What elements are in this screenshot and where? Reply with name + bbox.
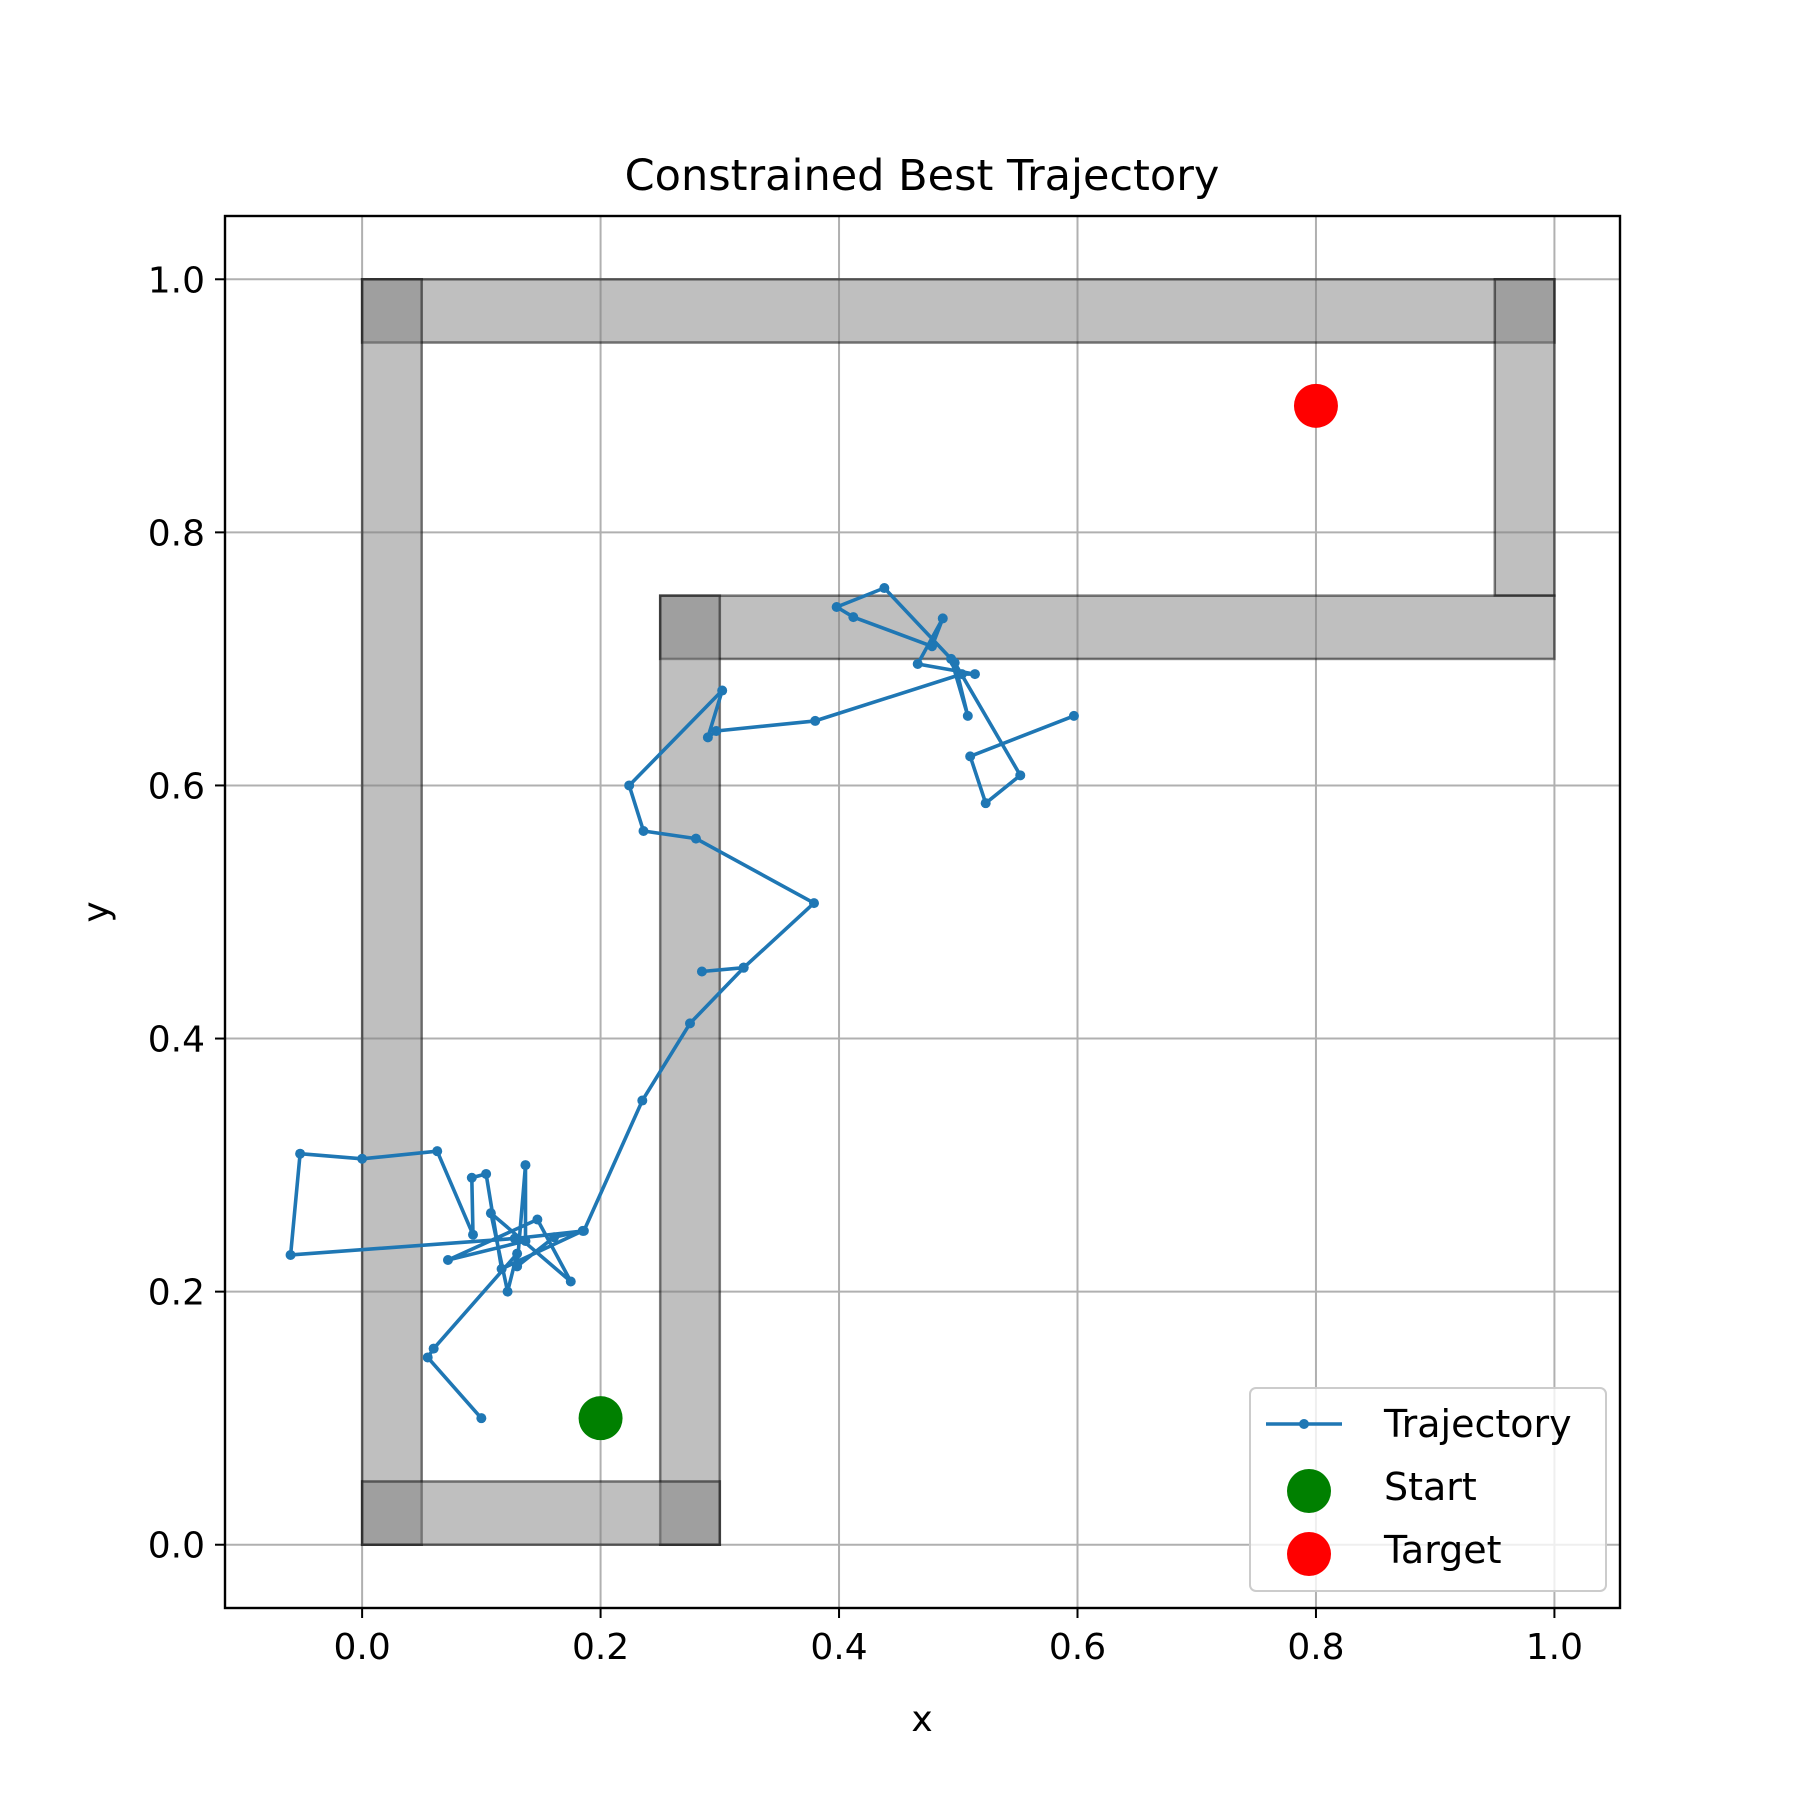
trajectory-point-36: [810, 715, 821, 726]
trajectory-point-6: [565, 1276, 576, 1287]
x-axis-label: x: [911, 1699, 932, 1740]
trajectory-point-21: [285, 1249, 296, 1260]
trajectory-point-11: [512, 1261, 523, 1272]
trajectory-point-17: [468, 1229, 478, 1240]
wall-5: [360, 1480, 722, 1546]
legend-start-label: Start: [1384, 1465, 1477, 1509]
trajectory-point-15: [481, 1168, 492, 1179]
legend: Trajectory Start Target: [1249, 1387, 1607, 1592]
trajectory-point-35: [711, 726, 722, 737]
trajectory-point-9: [520, 1236, 531, 1247]
x-tick-label-1: 0.2: [572, 1627, 629, 1668]
trajectory-point-10: [520, 1160, 531, 1171]
trajectory-point-0: [476, 1413, 487, 1424]
plot-frame: [223, 214, 1622, 1610]
legend-box: [1249, 1387, 1607, 1592]
trajectory-point-47: [949, 657, 960, 668]
trajectory-point-38: [969, 669, 980, 680]
legend-trajectory-label: Trajectory: [1383, 1402, 1572, 1446]
trajectory-point-50: [965, 751, 976, 762]
chart-title: Constrained Best Trajectory: [625, 151, 1220, 201]
trajectory-point-23: [578, 1225, 589, 1236]
trajectory-point-8: [442, 1255, 453, 1265]
trajectory-point-19: [357, 1153, 368, 1164]
target-point: [1293, 383, 1338, 428]
trajectory-point-32: [624, 780, 635, 791]
trajectory-point-5: [485, 1208, 496, 1219]
trajectory-point-43: [831, 602, 842, 613]
legend-target-label: Target: [1383, 1528, 1502, 1572]
x-tick-label-0: 0.0: [333, 1627, 390, 1668]
trajectory-point-24: [637, 1095, 648, 1106]
trajectory-point-40: [937, 613, 948, 624]
x-tick-label-3: 0.6: [1049, 1627, 1106, 1668]
trajectory-point-28: [738, 962, 749, 973]
trajectory-point-48: [1015, 770, 1026, 781]
x-tick-label-4: 0.8: [1287, 1627, 1344, 1668]
legend-target-marker: [1287, 1532, 1331, 1576]
trajectory-point-25: [685, 1018, 695, 1029]
trajectory-point-44: [879, 583, 890, 594]
y-axis-label: y: [76, 901, 117, 922]
trajectory-point-1: [422, 1352, 433, 1363]
trajectory-point-42: [848, 612, 859, 623]
trajectory-point-51: [1068, 710, 1079, 721]
trajectory-point-14: [496, 1263, 507, 1274]
trajectory-point-12: [549, 1232, 560, 1243]
plot-series: [285, 383, 1338, 1441]
walls: [360, 278, 1556, 1546]
legend-trajectory-marker: [1299, 1419, 1309, 1429]
y-tick-label-5: 1.0: [148, 260, 205, 301]
trajectory-point-30: [690, 833, 701, 844]
y-tick-label-2: 0.4: [148, 1020, 205, 1061]
trajectory-point-16: [466, 1172, 477, 1183]
trajectory-point-41: [927, 641, 938, 652]
trajectory-point-37: [956, 669, 967, 680]
trajectory-point-31: [638, 826, 649, 837]
y-tick-label-1: 0.2: [148, 1273, 205, 1314]
y-tick-label-3: 0.6: [148, 766, 205, 807]
trajectory-point-49: [980, 798, 991, 809]
start-point: [578, 1396, 623, 1441]
legend-start-marker: [1287, 1469, 1331, 1513]
grid: [225, 216, 1620, 1608]
trajectory-point-46: [962, 710, 973, 721]
trajectory-point-22: [509, 1233, 520, 1244]
wall-2: [1493, 278, 1556, 597]
trajectory-point-20: [295, 1148, 306, 1159]
trajectory-point-4: [502, 1286, 513, 1297]
trajectory-point-27: [696, 966, 707, 977]
x-tick-label-5: 1.0: [1526, 1627, 1583, 1668]
trajectory-point-39: [912, 658, 923, 669]
y-tick-label-0: 0.0: [148, 1526, 205, 1567]
axis-ticks: 0.0 0.2 0.4 0.6 0.8 1.0 0.0 0.2 0.4 0.6 0.8 1.0: [148, 260, 1583, 1668]
trajectory-point-29: [809, 898, 819, 909]
trajectory-point-3: [512, 1248, 523, 1259]
trajectory-point-33: [717, 685, 728, 696]
wall-0: [360, 278, 1556, 344]
trajectory-point-7: [532, 1214, 543, 1225]
trajectory-point-34: [702, 732, 713, 743]
trajectory-point-2: [428, 1343, 439, 1354]
y-tick-label-4: 0.8: [148, 513, 205, 554]
trajectory-line: [288, 586, 1075, 1420]
x-tick-label-2: 0.4: [810, 1627, 867, 1668]
wall-1: [360, 278, 423, 1546]
trajectory-point-18: [432, 1146, 443, 1157]
wall-3: [658, 594, 1556, 661]
